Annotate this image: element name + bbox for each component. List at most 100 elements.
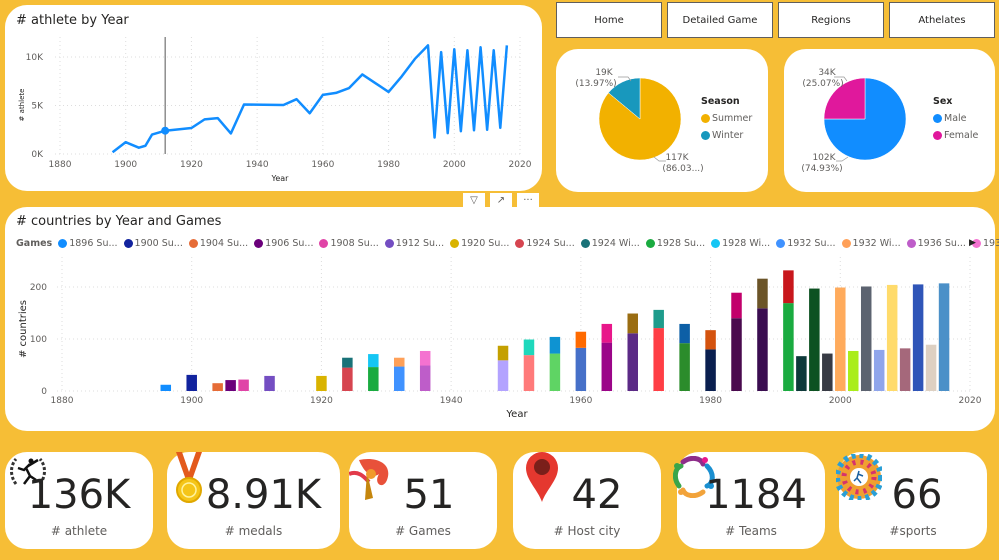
season-legend-title: Season (701, 96, 740, 107)
nav-home-button[interactable]: Home (556, 2, 662, 38)
legend-item-games[interactable]: 1924 Su... (515, 238, 575, 249)
y-tick-label: 200 (30, 283, 47, 293)
kpi-sports-label: #sports (889, 524, 937, 538)
legend-dot-icon (123, 239, 133, 248)
more-options-icon[interactable]: ··· (517, 193, 539, 209)
legend-label: 1936 Su... (917, 238, 966, 249)
kpi-sports-value: 66 (891, 472, 943, 518)
female-pct-label: (25.07%) (802, 79, 843, 89)
bar-segment-1928 (368, 367, 379, 391)
legend-dot-icon (776, 239, 786, 248)
legend-label: 1932 Su... (787, 238, 836, 249)
summer-pct-label: (86.03...) (662, 164, 703, 174)
athlete-series-line (111, 44, 509, 154)
legend-item-games[interactable]: 1906 Su... (254, 238, 313, 249)
kpi-teams-value: 1184 (705, 472, 807, 518)
legend-item-games[interactable]: 1912 Su... (384, 238, 445, 249)
bar-segment-1972 (653, 309, 664, 329)
legend-item-games[interactable]: 1924 Wi... (580, 238, 640, 249)
legend-item-summer[interactable]: Summer (701, 113, 752, 124)
bar-segment-1980 (705, 330, 716, 350)
x-tick-label: 1940 (246, 160, 269, 170)
season-pie-chart[interactable]: 19K(13.97%) 117K(86.03...) (556, 49, 768, 192)
legend-label: 1908 Su... (330, 238, 379, 249)
bar-segment-1992 (783, 303, 794, 391)
countries-bar-chart[interactable]: 1880 1900 1920 1940 1960 1980 2000 2020 0 100 200 Y… (5, 207, 995, 431)
sex-pie-card: 34K (25.07%) 102K (74.93%) Sex Male Female (784, 49, 995, 192)
legend-label: 1896 Su... (69, 238, 118, 249)
bar-segment-1968 (627, 313, 638, 334)
bar-segment-1924 (342, 357, 353, 368)
legend-label-female: Female (944, 130, 979, 141)
legend-item-games[interactable]: 1936 Wi... (971, 238, 999, 249)
legend-dot-icon (645, 239, 655, 248)
nav-regions-button[interactable]: Regions (778, 2, 884, 38)
line-chart-title: # athlete by Year (16, 13, 129, 28)
legend-item-female[interactable]: Female (933, 130, 978, 141)
bar-segment-1900 (186, 374, 197, 391)
bar-segment-2016 (938, 283, 950, 391)
nav-detailed-game-button[interactable]: Detailed Game (667, 2, 773, 38)
focus-mode-icon[interactable]: ↗ (490, 193, 512, 209)
bar-segment-1968 (627, 333, 638, 391)
kpi-medals-value: 8.91K (205, 472, 322, 518)
male-value-label: 102K (812, 153, 836, 163)
y-tick-label: 0K (31, 150, 44, 160)
legend-dot-icon (515, 239, 525, 248)
legend-dot-icon (319, 239, 329, 248)
sex-pie-chart[interactable]: 34K(25.07%) 102K(74.93%) (784, 49, 995, 192)
legend-item-games[interactable]: 1932 Wi... (841, 238, 901, 249)
bar-segment-1952 (523, 355, 535, 391)
sex-legend: Sex Male Female (933, 96, 978, 147)
bar-segment-1948 (497, 345, 509, 361)
legend-item-games[interactable]: 1900 Su... (123, 238, 183, 249)
legend-item-games[interactable]: 1932 Su... (776, 238, 836, 249)
x-tick-label: 1880 (51, 396, 74, 406)
legend-item-games[interactable]: 1908 Su... (319, 238, 379, 249)
filter-icon[interactable]: ▽ (463, 193, 485, 209)
legend-item-games[interactable]: 1920 Su... (450, 238, 509, 249)
legend-label-summer: Summer (712, 113, 753, 124)
male-pct-label: (74.93%) (801, 164, 842, 174)
legend-item-games[interactable]: 1936 Su... (906, 238, 966, 249)
kpi-teams-label: # Teams (725, 524, 777, 538)
season-pie-card: 19K (13.97%) 117K (86.03...) Season Summer … (556, 49, 768, 192)
legend-label: 1912 Su... (395, 238, 445, 249)
legend-label: 1904 Su... (199, 238, 249, 249)
legend-item-games[interactable]: 1896 Su... (58, 238, 118, 249)
leader-line (836, 156, 849, 162)
x-tick-label: 1920 (310, 396, 333, 406)
x-tick-label: 1900 (180, 396, 203, 406)
pie-slice-male (823, 77, 907, 161)
kpi-medals-card: 8.91K # medals (167, 452, 340, 549)
legend-dot-icon (580, 239, 590, 248)
legend-label: 1906 Su... (265, 238, 314, 249)
bar-segment-1936 (419, 365, 431, 391)
legend-dot-icon (384, 239, 394, 248)
legend-next-arrow-icon[interactable]: ▶ (969, 238, 976, 248)
legend-item-games[interactable]: 1904 Su... (188, 238, 249, 249)
legend-item-games[interactable]: 1928 Su... (645, 238, 705, 249)
kpi-athlete-label: # athlete (50, 524, 108, 538)
bar-segment-2010 (899, 348, 911, 391)
winter-dot-icon (701, 131, 710, 140)
athlete-line-chart[interactable]: 1880 1900 1920 1940 1960 1980 2000 2020 0K 5K 10K Y… (5, 5, 542, 191)
bar-segment-1912 (264, 375, 275, 391)
bar-segment-1992 (783, 270, 794, 304)
countries-bar-card: # countries by Year and Games 1880 1900 19… (5, 207, 995, 431)
legend-dot-icon (971, 239, 981, 248)
legend-label: 1924 Wi... (591, 238, 640, 249)
bar-chart-title: # countries by Year and Games (16, 214, 222, 229)
legend-item-male[interactable]: Male (933, 113, 978, 124)
y-axis-title: # countries (18, 300, 29, 358)
legend-label: 1936 Wi... (982, 238, 999, 249)
female-dot-icon (933, 131, 942, 140)
legend-item-games[interactable]: 1928 Wi... (711, 238, 770, 249)
season-legend: Season Summer Winter (701, 96, 752, 147)
bar-segment-1906 (225, 380, 236, 391)
kpi-sports-card: 66 #sports (836, 452, 987, 549)
legend-item-winter[interactable]: Winter (701, 130, 752, 141)
nav-athelates-button[interactable]: Athelates (889, 2, 995, 38)
legend-label-male: Male (944, 113, 967, 124)
bar-segment-1984 (731, 292, 742, 319)
